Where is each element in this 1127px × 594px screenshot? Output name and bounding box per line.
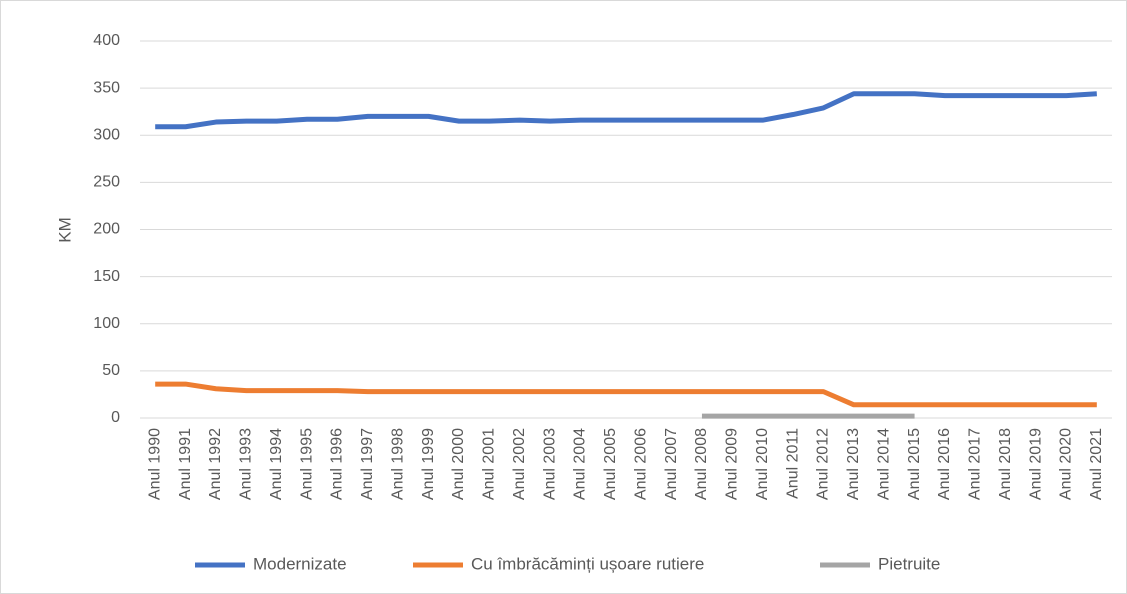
y-tick-label: 350 <box>93 79 120 96</box>
legend-label: Pietruite <box>878 554 940 573</box>
x-tick-label: Anul 1995 <box>298 428 315 500</box>
y-tick-label: 100 <box>93 315 120 332</box>
x-tick-label: Anul 2009 <box>724 428 741 500</box>
x-tick-label: Anul 2014 <box>875 428 892 500</box>
x-tick-label: Anul 2004 <box>572 428 589 500</box>
x-tick-label: Anul 1997 <box>359 428 376 500</box>
series-line <box>155 91 1097 130</box>
x-tick-label: Anul 2010 <box>754 428 771 500</box>
x-tick-label: Anul 2018 <box>997 428 1014 500</box>
x-tick-label: Anul 2020 <box>1058 428 1075 500</box>
x-tick-label: Anul 2001 <box>481 428 498 500</box>
x-tick-label: Anul 1993 <box>238 428 255 500</box>
x-tick-label: Anul 1990 <box>146 428 163 500</box>
y-tick-label: 150 <box>93 268 120 285</box>
x-tick-label: Anul 2008 <box>693 428 710 500</box>
x-tick-label: Anul 2011 <box>784 428 801 499</box>
y-axis-label: KM <box>55 217 74 243</box>
y-tick-label: 0 <box>111 409 120 426</box>
x-tick-label: Anul 2021 <box>1088 428 1105 500</box>
x-tick-label: Anul 1999 <box>420 428 437 500</box>
y-tick-label: 400 <box>93 32 120 49</box>
x-tick-label: Anul 2002 <box>511 428 528 500</box>
x-tick-label: Anul 2006 <box>632 428 649 500</box>
y-tick-label: 50 <box>102 362 120 379</box>
x-tick-label: Anul 2016 <box>936 428 953 500</box>
x-tick-label: Anul 1991 <box>177 428 194 500</box>
x-tick-label: Anul 2000 <box>450 428 467 500</box>
x-tick-label: Anul 2017 <box>967 428 984 500</box>
y-tick-label: 250 <box>93 174 120 191</box>
x-tick-label: Anul 1994 <box>268 428 285 500</box>
x-tick-label: Anul 1996 <box>329 428 346 500</box>
x-tick-label: Anul 2012 <box>815 428 832 500</box>
x-tick-label: Anul 1998 <box>389 428 406 500</box>
y-tick-label: 200 <box>93 221 120 238</box>
y-tick-label: 300 <box>93 126 120 143</box>
x-tick-label: Anul 2015 <box>906 428 923 500</box>
x-tick-label: Anul 1992 <box>207 428 224 500</box>
legend-label: Cu îmbrăcăminți ușoare rutiere <box>471 554 704 573</box>
x-tick-label: Anul 2005 <box>602 428 619 500</box>
x-tick-label: Anul 2003 <box>541 428 558 500</box>
series-line <box>155 381 1097 408</box>
x-tick-label: Anul 2019 <box>1027 428 1044 500</box>
x-tick-label: Anul 2007 <box>663 428 680 500</box>
legend-label: Modernizate <box>253 554 347 573</box>
x-tick-label: Anul 2013 <box>845 428 862 500</box>
